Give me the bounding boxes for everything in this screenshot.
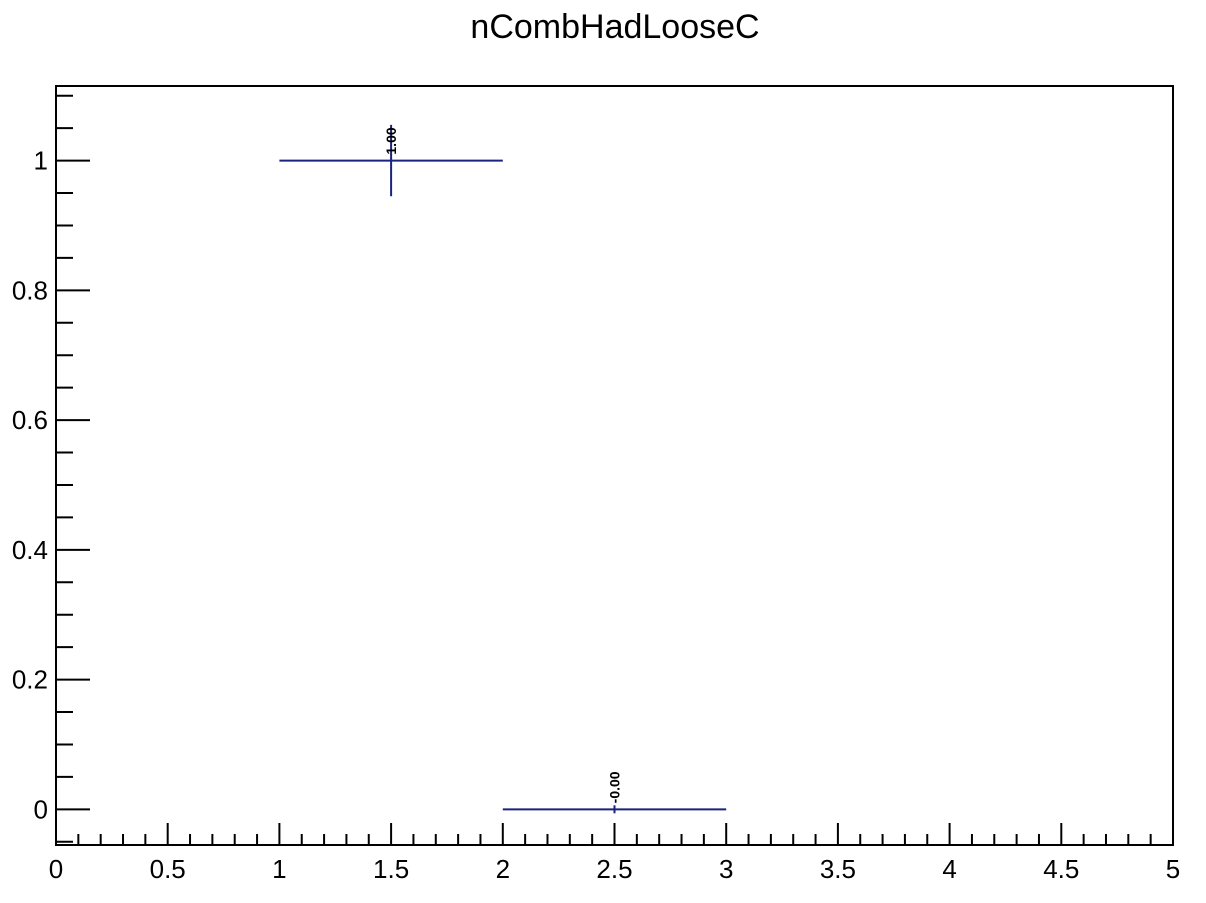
y-tick-label: 0.2 bbox=[12, 665, 48, 695]
chart-title: nCombHadLooseC bbox=[470, 8, 759, 46]
x-tick-label: 3.5 bbox=[820, 854, 856, 884]
data-label: 1.00 bbox=[383, 127, 399, 154]
y-tick-label: 0.6 bbox=[12, 405, 48, 435]
data-label: -0.00 bbox=[607, 771, 623, 803]
x-tick-label: 3 bbox=[719, 854, 733, 884]
y-tick-label: 0.8 bbox=[12, 275, 48, 305]
series-layer: 1.00 -0.00 bbox=[279, 124, 727, 814]
x-tick-label: 2 bbox=[496, 854, 510, 884]
y-tick-label: 1 bbox=[34, 146, 48, 176]
x-tick-label: 0.5 bbox=[150, 854, 186, 884]
y-axis: 0 0.2 0.4 0.6 0.8 1 bbox=[12, 94, 90, 843]
y-tick-label: 0 bbox=[34, 794, 48, 824]
plot-frame bbox=[55, 85, 1174, 846]
x-tick-label: 1 bbox=[272, 854, 286, 884]
x-tick-label: 4 bbox=[942, 854, 956, 884]
x-axis: 0 0.5 1 1.5 2 2.5 3 3.5 4 4.5 5 bbox=[49, 823, 1180, 884]
x-tick-label: 0 bbox=[49, 854, 63, 884]
x-tick-label: 5 bbox=[1166, 854, 1180, 884]
x-tick-label: 2.5 bbox=[596, 854, 632, 884]
x-tick-label: 4.5 bbox=[1043, 854, 1079, 884]
y-tick-label: 0.4 bbox=[12, 535, 48, 565]
x-tick-label: 1.5 bbox=[373, 854, 409, 884]
